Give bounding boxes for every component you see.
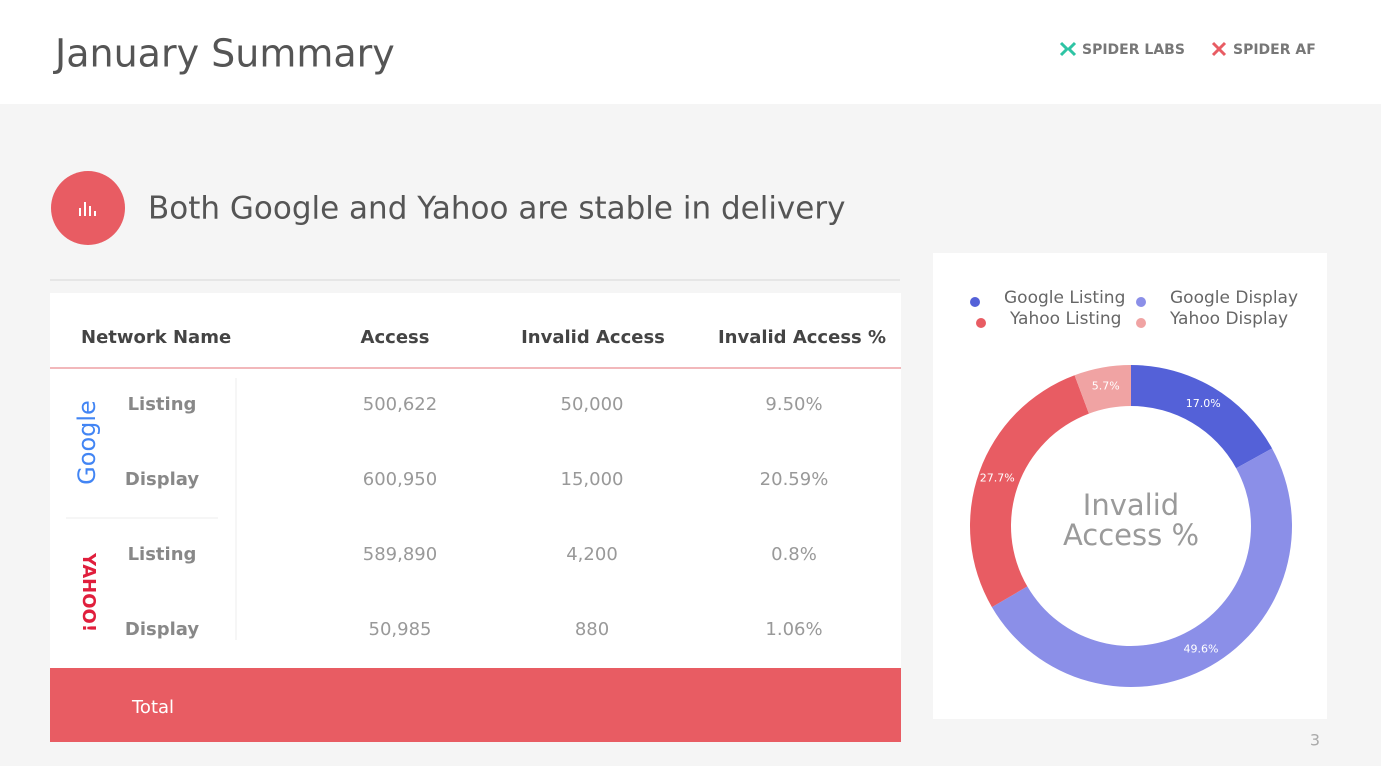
logo-icon xyxy=(1059,41,1077,57)
segment-label: 17.0% xyxy=(1186,397,1221,410)
legend-dot xyxy=(1136,318,1146,328)
logo-text: SPIDER AF xyxy=(1233,42,1316,58)
row-label: Display xyxy=(125,619,199,640)
cell: 9.50% xyxy=(765,394,822,415)
column-header: Invalid Access xyxy=(521,327,665,348)
donut-segment xyxy=(991,448,1292,687)
legend-label: Yahoo Listing xyxy=(1009,309,1121,329)
network-logo: YAHOO! xyxy=(78,552,99,632)
row-label: Listing xyxy=(128,394,197,415)
cell: 50,985 xyxy=(369,619,432,640)
total-label: Total xyxy=(131,697,174,718)
donut-segment xyxy=(1131,365,1273,469)
column-header: Access xyxy=(361,327,430,348)
section-icon-bars xyxy=(79,202,96,216)
donut-segment xyxy=(1074,365,1131,414)
segment-label: 27.7% xyxy=(980,471,1015,484)
legend-dot xyxy=(976,318,986,328)
page-number: 3 xyxy=(1310,731,1320,750)
section-title: Both Google and Yahoo are stable in deli… xyxy=(148,191,845,227)
chart-title: Invalid Access % xyxy=(1062,488,1200,552)
segment-label: 5.7% xyxy=(1092,379,1120,392)
row-label: Listing xyxy=(128,544,197,565)
legend-dot xyxy=(970,297,980,307)
segment-label: 49.6% xyxy=(1183,643,1218,656)
network-logo: Google xyxy=(73,400,101,485)
cell: 500,622 xyxy=(363,394,437,415)
row-label: Display xyxy=(125,469,199,490)
legend-dot xyxy=(1136,297,1146,307)
donut-segment xyxy=(970,375,1089,608)
page-title: January Summary xyxy=(53,32,395,76)
cell: 20.59% xyxy=(760,469,829,490)
cell: 15,000 xyxy=(561,469,624,490)
section-icon xyxy=(51,171,125,245)
legend-label: Google Display xyxy=(1170,288,1298,308)
legend-label: Yahoo Display xyxy=(1169,309,1288,329)
cell: 1.06% xyxy=(765,619,822,640)
total-bar xyxy=(50,668,901,742)
cell: 880 xyxy=(575,619,609,640)
column-header: Invalid Access % xyxy=(718,327,886,348)
column-header: Network Name xyxy=(81,327,231,348)
header-bar xyxy=(0,0,1381,104)
logo-text: SPIDER LABS xyxy=(1082,42,1185,58)
legend-label: Google Listing xyxy=(1004,288,1125,308)
cell: 4,200 xyxy=(566,544,618,565)
cell: 600,950 xyxy=(363,469,437,490)
cell: 589,890 xyxy=(363,544,437,565)
logo-icon xyxy=(1211,41,1227,57)
cell: 50,000 xyxy=(561,394,624,415)
cell: 0.8% xyxy=(771,544,817,565)
